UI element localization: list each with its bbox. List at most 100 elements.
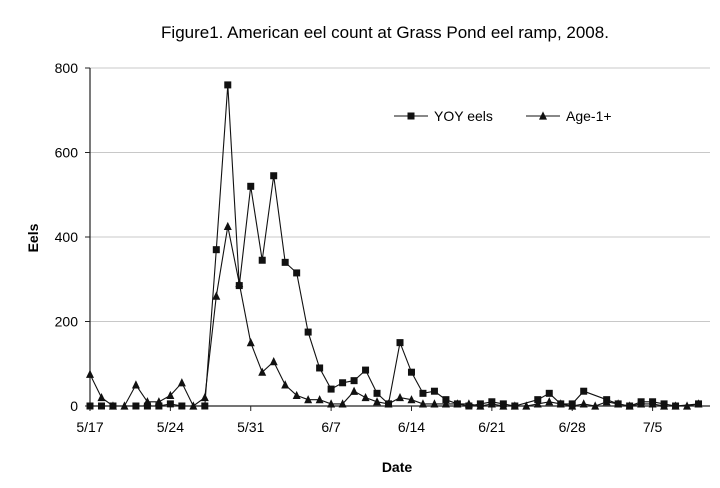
data-point [292, 390, 301, 400]
data-point [212, 246, 220, 254]
y-tick-label: 0 [70, 398, 78, 414]
x-tick-label: 5/17 [76, 419, 103, 435]
data-point [258, 367, 267, 376]
data-point [154, 397, 163, 406]
series-line [89, 226, 699, 407]
data-point [407, 368, 415, 376]
y-tick-label: 200 [55, 314, 79, 330]
data-point [396, 339, 404, 347]
data-point [316, 364, 324, 372]
data-point [362, 366, 370, 374]
series-age-1 [86, 221, 703, 410]
data-point [660, 401, 669, 410]
data-point [418, 399, 427, 408]
legend-entry: Age-1+ [526, 108, 612, 124]
y-axis-title: Eels [25, 223, 41, 252]
data-point [281, 380, 290, 389]
data-point [430, 387, 438, 395]
data-point [327, 385, 335, 393]
chart-title: Figure1. American eel count at Grass Pon… [161, 23, 609, 42]
series-line [90, 84, 699, 407]
x-tick-label: 6/21 [478, 419, 505, 435]
data-point [281, 258, 289, 266]
legend-label: YOY eels [434, 108, 493, 124]
data-point [671, 401, 680, 410]
y-tick-label: 400 [55, 229, 79, 245]
y-tick-label: 600 [55, 145, 79, 161]
data-point [247, 182, 255, 190]
x-tick-label: 6/28 [559, 419, 586, 435]
data-point [499, 401, 508, 410]
data-point [568, 401, 577, 410]
data-point [373, 389, 381, 397]
data-point [235, 278, 244, 288]
data-point [580, 387, 588, 395]
data-point [131, 380, 140, 389]
data-point [683, 401, 692, 410]
data-point [86, 402, 94, 410]
data-point [178, 402, 186, 410]
data-point [556, 399, 565, 408]
data-point [155, 402, 163, 410]
data-point [487, 399, 496, 408]
data-point [579, 399, 588, 408]
data-point [97, 402, 105, 410]
data-point [304, 395, 313, 404]
data-point [258, 256, 266, 264]
data-point [166, 400, 174, 408]
data-point [189, 401, 198, 410]
series-yoy-eels [86, 81, 703, 410]
data-point [327, 399, 336, 408]
data-point [97, 392, 106, 402]
data-point [120, 401, 129, 410]
data-point [602, 397, 611, 406]
data-point [246, 338, 255, 347]
data-point [614, 399, 623, 408]
legend: YOY eels Age-1+ [394, 108, 612, 124]
data-point [361, 392, 370, 402]
data-point [223, 221, 232, 231]
legend-marker [539, 111, 547, 120]
data-point [637, 399, 646, 408]
legend-entry: YOY eels [394, 108, 493, 124]
data-point [407, 395, 416, 404]
data-point [396, 392, 404, 402]
data-point [86, 369, 94, 378]
series-group [86, 81, 703, 410]
data-point [315, 395, 324, 404]
data-point [350, 377, 358, 385]
x-tick-label: 5/24 [157, 419, 184, 435]
data-point [625, 401, 634, 410]
data-point [304, 328, 312, 336]
data-point [441, 399, 450, 408]
data-point [108, 401, 117, 410]
x-tick-label: 6/14 [398, 419, 425, 435]
data-point [533, 399, 542, 408]
data-point [339, 379, 347, 387]
data-point [648, 399, 657, 408]
data-point [143, 402, 151, 410]
legend-marker [407, 112, 415, 120]
x-tick-label: 6/7 [321, 419, 341, 435]
data-point [453, 399, 462, 408]
legend-label: Age-1+ [566, 108, 612, 124]
axes: 0 200 400 600 800 5/17 5/24 5/31 6/7 6/14 6/21 6/28… [55, 60, 710, 435]
data-point [430, 399, 439, 408]
y-tick-label: 800 [55, 60, 79, 76]
data-point [269, 357, 278, 366]
data-point [201, 402, 209, 410]
data-point [373, 397, 382, 406]
data-point [212, 291, 221, 300]
data-point [384, 399, 393, 408]
data-point [510, 401, 519, 410]
data-point [200, 392, 209, 402]
data-point [350, 386, 359, 395]
x-tick-label: 7/5 [643, 419, 663, 435]
data-point [177, 378, 186, 387]
data-point [338, 399, 347, 408]
data-point [694, 399, 703, 408]
data-point [132, 402, 140, 410]
data-point [464, 399, 473, 408]
